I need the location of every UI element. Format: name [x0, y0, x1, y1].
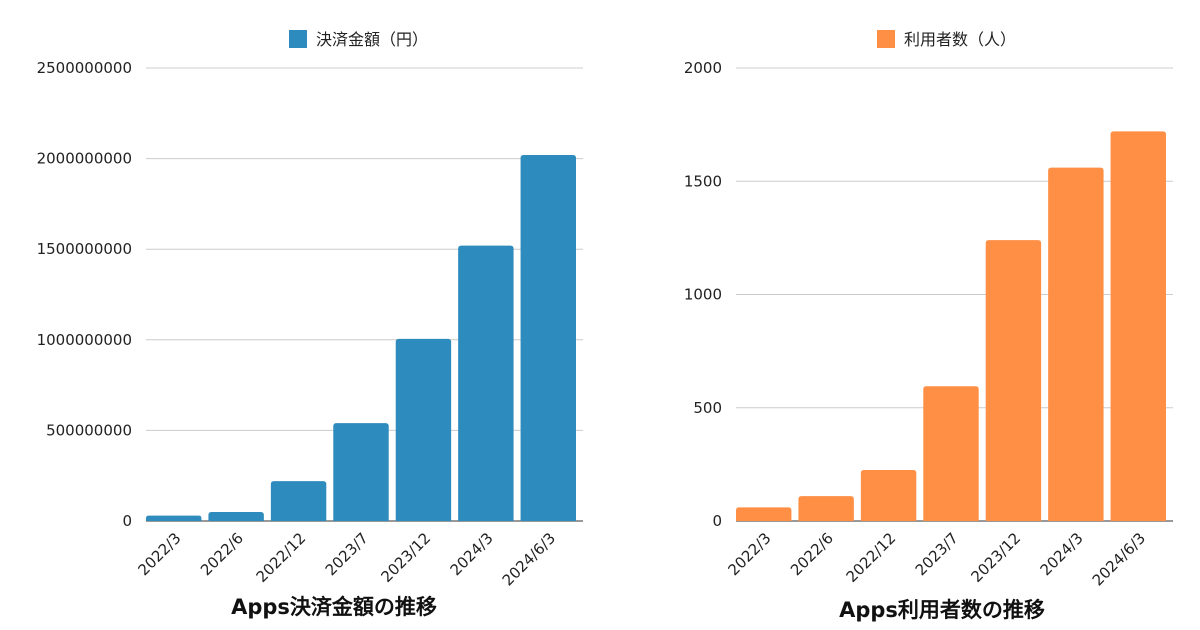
users-x-ticks: 2022/3 2022/6 2022/12 2023/7 2023/12 2024/3 20… [724, 529, 1149, 589]
payment-y-ticks: 0 500000000 1000000000 1500000000 2000000000… [37, 59, 132, 530]
payment-bars [146, 154, 576, 522]
users-legend-label: 利用者数（人） [904, 30, 1016, 49]
payment-x-tick-label: 2022/6 [197, 529, 247, 579]
payment-y-tick-label: 2000000000 [37, 150, 132, 168]
payment-y-tick-label: 1000000000 [37, 331, 132, 349]
payment-legend-swatch [289, 30, 307, 48]
payment-x-tick-label: 2024/3 [447, 529, 497, 579]
payment-amount-chart: 0 500000000 1000000000 1500000000 2000000000… [37, 30, 583, 619]
users-y-tick-label: 1000 [684, 286, 722, 304]
payment-legend: 決済金額（円） [289, 30, 428, 49]
users-y-tick-label: 0 [712, 512, 722, 530]
payment-y-tick-label: 500000000 [46, 421, 132, 439]
payment-y-tick-label: 0 [122, 512, 132, 530]
payment-bar [146, 515, 202, 521]
users-y-tick-label: 1500 [684, 172, 722, 190]
payment-chart-title: Apps決済金額の推移 [231, 595, 437, 619]
users-bar [923, 386, 979, 521]
payment-x-tick-label: 2023/12 [377, 529, 434, 586]
payment-x-tick-label: 2022/12 [253, 529, 310, 586]
users-x-tick-label: 2023/12 [967, 529, 1024, 586]
payment-y-tick-label: 2500000000 [37, 59, 132, 77]
users-y-ticks: 0 500 1000 1500 2000 [684, 59, 722, 530]
users-y-tick-label: 500 [693, 399, 722, 417]
payment-legend-label: 決済金額（円） [316, 30, 428, 49]
users-x-tick-label: 2023/7 [912, 529, 962, 579]
payment-x-tick-label: 2023/7 [322, 529, 372, 579]
users-x-tick-label: 2024/3 [1037, 529, 1087, 579]
users-bar [1110, 131, 1166, 522]
users-bar [985, 240, 1042, 521]
payment-x-ticks: 2022/3 2022/6 2022/12 2023/7 2023/12 2024/3 20… [134, 529, 559, 589]
users-y-tick-label: 2000 [684, 59, 722, 77]
payment-x-tick-label: 2024/6/3 [499, 529, 559, 589]
users-x-tick-label: 2022/6 [787, 529, 837, 579]
payment-bar [333, 423, 389, 521]
payment-bar [208, 511, 264, 521]
payment-bar [270, 481, 327, 521]
payment-bar [395, 338, 452, 521]
users-bar [860, 470, 917, 521]
payment-x-tick-label: 2022/3 [134, 529, 184, 579]
users-bars [736, 131, 1166, 522]
payment-y-tick-label: 1500000000 [37, 240, 132, 258]
users-legend: 利用者数（人） [877, 30, 1016, 49]
users-x-tick-label: 2024/6/3 [1089, 529, 1149, 589]
users-x-tick-label: 2022/3 [724, 529, 774, 579]
payment-bar [520, 154, 576, 521]
payment-bar [458, 245, 514, 522]
users-bar [1048, 167, 1104, 521]
users-chart-title: Apps利用者数の推移 [839, 598, 1045, 622]
users-x-tick-label: 2022/12 [843, 529, 900, 586]
users-bar [798, 496, 854, 521]
users-bar [736, 507, 792, 521]
users-legend-swatch [877, 30, 895, 48]
